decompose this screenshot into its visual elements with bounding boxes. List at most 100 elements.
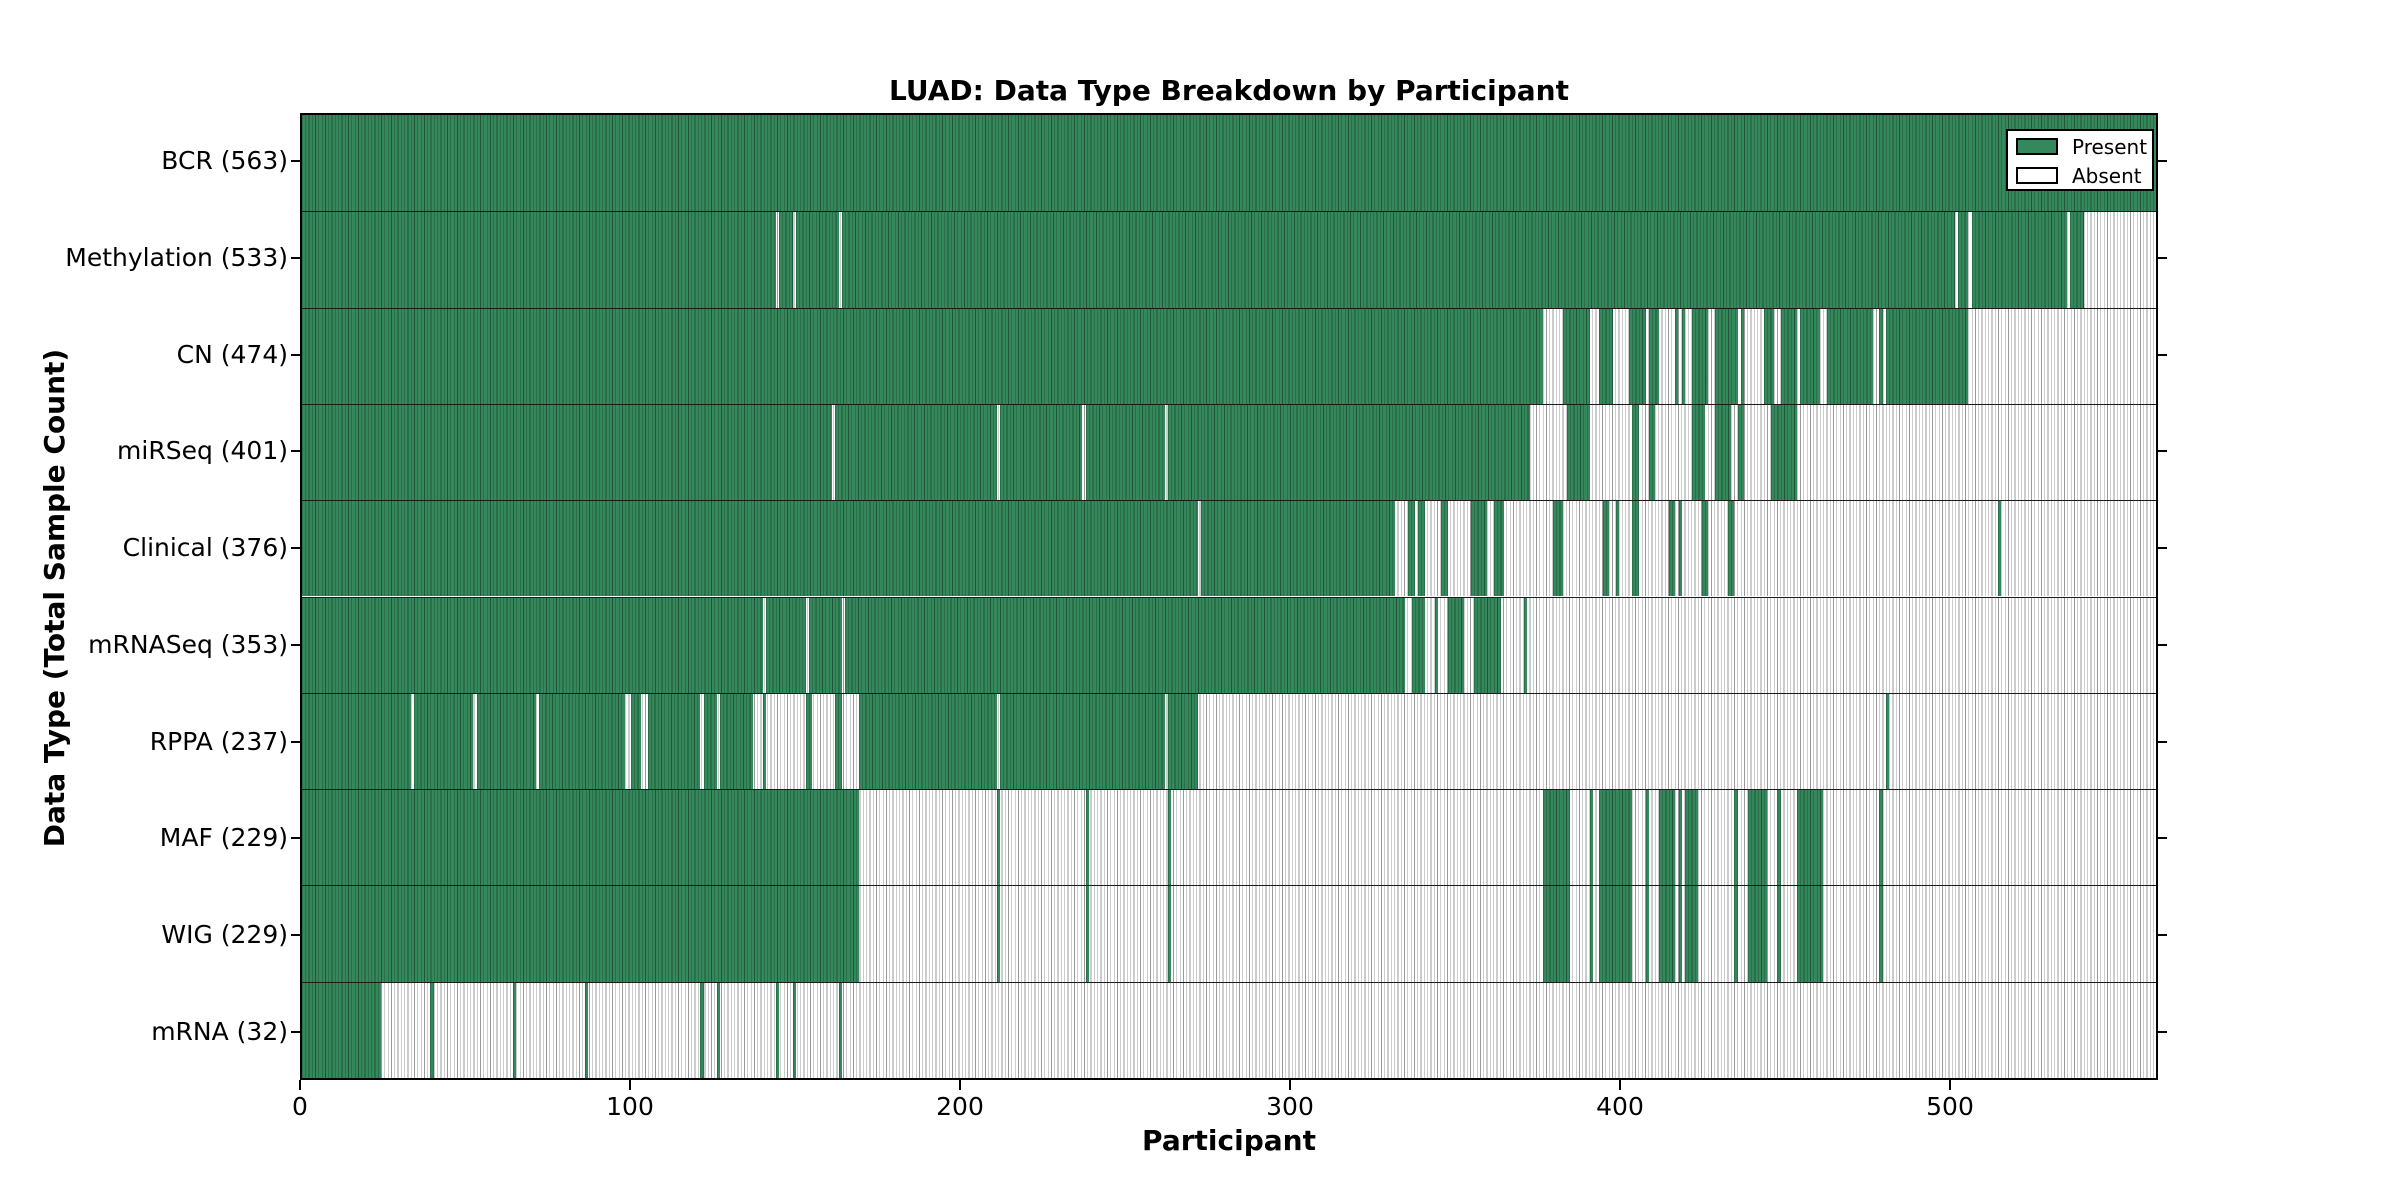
present-segment xyxy=(1678,501,1682,597)
y-tick xyxy=(291,644,300,646)
present-segment xyxy=(1658,790,1676,886)
present-segment xyxy=(1714,308,1738,404)
row-label-CN: CN (474) xyxy=(176,340,288,369)
present-segment xyxy=(779,212,793,308)
y-tick xyxy=(291,1031,300,1033)
row-WIG xyxy=(302,885,2156,982)
present-segment xyxy=(1602,501,1610,597)
y-tick xyxy=(291,837,300,839)
legend-entry-present: Present xyxy=(2014,134,2147,160)
present-segment xyxy=(1747,790,1768,886)
y-tick xyxy=(2158,160,2167,162)
present-segment xyxy=(1691,308,1709,404)
present-segment xyxy=(302,308,1544,404)
legend-absent-label: Absent xyxy=(2072,164,2142,188)
present-segment xyxy=(1737,404,1745,501)
present-segment xyxy=(1632,404,1639,501)
row-label-RPPA: RPPA (237) xyxy=(149,727,288,756)
y-tick xyxy=(2158,934,2167,936)
row-label-miRSeq: miRSeq (401) xyxy=(117,436,288,465)
present-segment xyxy=(1599,886,1633,982)
present-segment xyxy=(1543,886,1570,982)
present-segment xyxy=(763,693,767,790)
present-segment xyxy=(302,886,859,982)
y-tick xyxy=(2158,547,2167,549)
present-segment xyxy=(1599,790,1633,886)
present-segment xyxy=(1800,308,1821,404)
present-segment xyxy=(1997,501,2002,597)
present-segment xyxy=(1629,308,1646,404)
x-tick-label: 500 xyxy=(1926,1092,1974,1121)
present-segment xyxy=(1685,790,1699,886)
present-segment xyxy=(838,982,843,1078)
present-segment xyxy=(302,790,859,886)
row-Methylation xyxy=(302,211,2156,308)
row-label-Methylation: Methylation (533) xyxy=(65,243,288,272)
present-segment xyxy=(1747,886,1768,982)
legend-absent-swatch xyxy=(2016,167,2058,184)
y-tick xyxy=(2158,450,2167,452)
present-segment xyxy=(1411,597,1425,693)
present-segment xyxy=(1447,597,1465,693)
present-segment xyxy=(1632,501,1639,597)
x-tick-label: 100 xyxy=(606,1092,654,1121)
legend-entry-absent: Absent xyxy=(2014,163,2146,189)
present-segment xyxy=(1085,404,1165,501)
present-segment xyxy=(809,597,843,693)
present-segment xyxy=(996,790,1001,886)
present-segment xyxy=(842,212,1956,308)
present-segment xyxy=(1658,886,1676,982)
x-tick-label: 0 xyxy=(292,1092,308,1121)
present-segment xyxy=(1678,886,1682,982)
y-tick xyxy=(291,257,300,259)
present-segment xyxy=(1797,886,1824,982)
present-segment xyxy=(1797,790,1824,886)
present-segment xyxy=(1563,308,1590,404)
present-segment xyxy=(1168,693,1198,790)
y-tick xyxy=(2158,837,2167,839)
present-segment xyxy=(1777,790,1781,886)
present-segment xyxy=(302,212,777,308)
present-segment xyxy=(1780,308,1798,404)
present-segment xyxy=(845,597,1406,693)
present-segment xyxy=(1566,404,1590,501)
present-segment xyxy=(585,982,589,1078)
present-segment xyxy=(1691,404,1705,501)
present-segment xyxy=(1879,886,1883,982)
x-tick xyxy=(299,1080,301,1090)
x-tick-label: 200 xyxy=(936,1092,984,1121)
present-segment xyxy=(1553,501,1564,597)
present-segment xyxy=(1168,404,1531,501)
x-tick-label: 400 xyxy=(1596,1092,1644,1121)
row-label-MAF: MAF (229) xyxy=(159,823,288,852)
present-segment xyxy=(1777,886,1781,982)
y-tick xyxy=(2158,257,2167,259)
present-segment xyxy=(1599,308,1613,404)
present-segment xyxy=(1879,790,1883,886)
present-segment xyxy=(1727,501,1735,597)
x-tick xyxy=(1289,1080,1291,1090)
x-tick xyxy=(1619,1080,1621,1090)
present-segment xyxy=(1958,212,1969,308)
present-segment xyxy=(766,597,806,693)
present-segment xyxy=(703,693,717,790)
present-segment xyxy=(1648,404,1656,501)
present-segment xyxy=(302,982,382,1078)
present-segment xyxy=(1471,501,1488,597)
present-segment xyxy=(1000,404,1083,501)
present-segment xyxy=(413,693,474,790)
plot-area xyxy=(300,113,2158,1080)
present-segment xyxy=(476,693,536,790)
row-MAF xyxy=(302,789,2156,886)
present-segment xyxy=(302,115,2156,212)
present-segment xyxy=(539,693,625,790)
present-segment xyxy=(805,693,813,790)
row-mRNA xyxy=(302,981,2156,1078)
present-segment xyxy=(1615,501,1620,597)
row-label-BCR: BCR (563) xyxy=(161,146,288,175)
y-tick xyxy=(2158,741,2167,743)
legend-present-swatch xyxy=(2016,138,2058,155)
present-segment xyxy=(996,886,1001,982)
present-segment xyxy=(1685,886,1699,982)
present-segment xyxy=(1589,886,1593,982)
